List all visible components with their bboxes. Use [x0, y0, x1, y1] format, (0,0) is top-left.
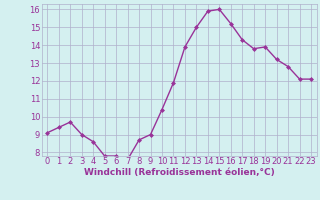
X-axis label: Windchill (Refroidissement éolien,°C): Windchill (Refroidissement éolien,°C) — [84, 168, 275, 177]
